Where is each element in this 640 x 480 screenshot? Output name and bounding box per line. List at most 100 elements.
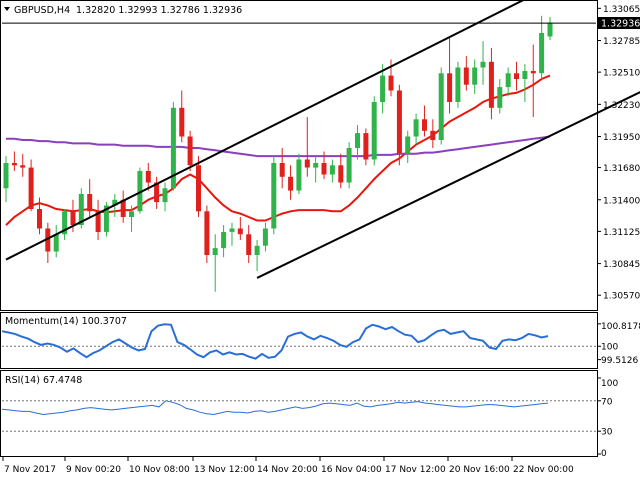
candle (530, 44, 536, 117)
candle-body (162, 188, 168, 203)
candle (338, 153, 344, 189)
rsi-tick-label: 30 (601, 428, 613, 438)
candle-body (455, 67, 461, 102)
price-tick-label: 1.31125 (603, 228, 640, 238)
time-tick-label: 10 Nov 08:00 (129, 465, 190, 475)
candle (271, 156, 277, 235)
chart-header: GBPUSD,H4 1.32820 1.32993 1.32786 1.3293… (4, 5, 242, 16)
candle-body (112, 199, 118, 206)
candle (539, 15, 545, 80)
candle (179, 90, 185, 143)
candle (53, 225, 59, 258)
candle (62, 208, 68, 241)
sma-slow-line (6, 135, 551, 158)
candle-body (237, 228, 243, 235)
sma-fast-line (5, 74, 551, 226)
candle (497, 79, 503, 114)
momentum-header: Momentum(14) 100.3707 (5, 316, 127, 327)
candle-body (62, 211, 68, 235)
candle (162, 182, 168, 212)
candle-body (488, 61, 494, 108)
candle (154, 176, 160, 209)
candle (463, 56, 469, 91)
momentum-pane[interactable]: 100.8178 100 99.5126 Momentum(14) 100.3707 (0, 312, 640, 369)
candle-body (388, 75, 394, 91)
time-tick-label: 16 Nov 04:00 (321, 465, 382, 475)
price-tick-label: 1.31950 (603, 133, 640, 143)
candle-body (229, 228, 235, 232)
candle-body (304, 159, 310, 168)
current-price-marker: 1.32936 (598, 17, 640, 30)
rsi-tick-label: 100 (601, 379, 618, 389)
candle-body (129, 211, 134, 217)
ohlc-values: 1.32820 1.32993 1.32786 1.32936 (76, 5, 242, 16)
candle (120, 190, 126, 223)
price-pane-border (0, 0, 598, 311)
candle-body (463, 67, 469, 85)
candle-body (497, 87, 503, 108)
candle (547, 16, 553, 40)
candle (413, 113, 419, 145)
candle-body (346, 148, 352, 183)
candle-body (380, 75, 386, 102)
candle-body (355, 133, 360, 148)
candle-body (313, 163, 319, 168)
candle-body (103, 205, 109, 232)
candle-body (53, 234, 59, 252)
candle (329, 159, 335, 183)
rsi-tick-label: 0 (601, 449, 607, 459)
candle-body (396, 90, 402, 154)
candle-body (187, 136, 193, 166)
candle-body (480, 61, 486, 68)
candle-body (78, 194, 84, 225)
candle (196, 156, 201, 218)
price-tick-label: 1.32510 (603, 69, 640, 79)
price-tick-label: 1.33065 (603, 5, 640, 15)
channel-lower-line[interactable] (256, 79, 640, 279)
candle (28, 159, 34, 212)
candle-body (279, 163, 285, 177)
price-pane[interactable]: 1.33065 1.32785 1.32510 1.32230 1.31950 1.316… (0, 0, 640, 311)
candle (137, 167, 143, 214)
candle (355, 125, 360, 160)
candle-body (522, 71, 528, 79)
candle (430, 119, 436, 149)
candle-body (70, 211, 76, 226)
candle-body (422, 119, 427, 131)
candle-body (447, 73, 453, 102)
channel-upper-line[interactable] (5, 0, 533, 261)
candle (396, 84, 402, 166)
candle-body (179, 107, 185, 137)
candle (313, 156, 319, 183)
candle (438, 67, 444, 145)
candle (505, 67, 511, 97)
candle-body (196, 165, 201, 212)
candle (204, 205, 210, 264)
price-tick-label: 1.30845 (603, 260, 640, 270)
candle (371, 96, 377, 166)
momentum-pane-border (0, 312, 598, 369)
candle (472, 59, 478, 94)
time-tick-label: 13 Nov 12:00 (194, 465, 255, 475)
candle-body (530, 71, 536, 74)
price-tick-label: 1.31680 (603, 164, 640, 174)
momentum-tick-label: 100.8178 (601, 322, 640, 332)
candle-body (438, 73, 444, 140)
candle (455, 61, 461, 108)
candle-body (547, 22, 553, 37)
rsi-pane[interactable]: 100 70 30 0 RSI(14) 67.4748 (0, 370, 619, 460)
current-price-label: 1.32936 (601, 19, 640, 30)
candle (129, 205, 134, 232)
candle-body (514, 73, 519, 79)
collapse-arrow-icon[interactable] (4, 7, 10, 11)
momentum-tick-label: 100 (601, 343, 618, 353)
candle-body (11, 163, 17, 166)
candle-body (246, 234, 252, 255)
time-tick-label: 9 Nov 00:20 (66, 465, 121, 475)
candle (288, 165, 294, 200)
momentum-line (1, 323, 549, 360)
candle (221, 225, 227, 258)
candle (254, 240, 260, 272)
candle (380, 64, 386, 114)
